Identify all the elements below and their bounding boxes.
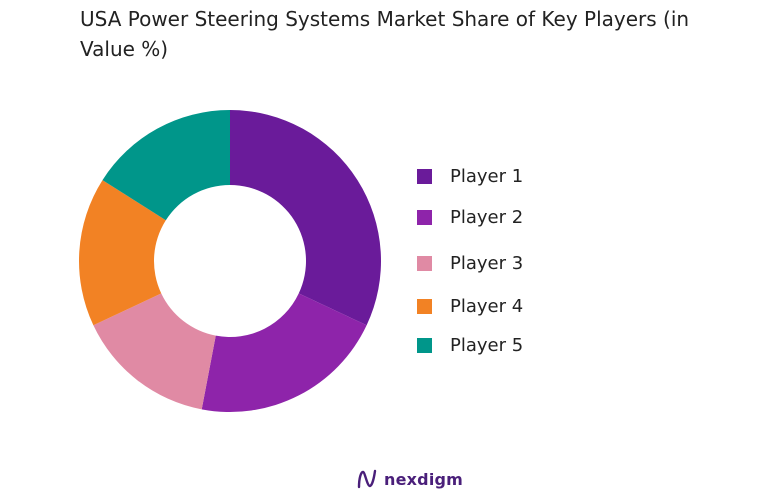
legend-item-player-4: Player 4 bbox=[417, 294, 523, 318]
donut-slice-player-2 bbox=[201, 293, 367, 412]
legend-label-player-1: Player 1 bbox=[450, 165, 524, 187]
legend-label-player-3: Player 3 bbox=[450, 252, 524, 274]
legend-item-player-1: Player 1 bbox=[417, 164, 523, 188]
legend-swatch-player-3 bbox=[417, 255, 432, 271]
legend-label-player-2: Player 2 bbox=[450, 206, 524, 228]
donut-slice-player-3 bbox=[93, 293, 216, 410]
donut-slice-player-1 bbox=[230, 110, 381, 326]
legend-swatch-player-5 bbox=[417, 337, 432, 353]
legend-swatch-player-4 bbox=[417, 298, 432, 314]
legend-swatch-player-1 bbox=[417, 168, 432, 184]
donut-slice-player-4 bbox=[79, 180, 166, 326]
donut-slices bbox=[79, 109, 381, 412]
nexdigm-logo-icon bbox=[357, 469, 377, 489]
legend-swatch-player-2 bbox=[417, 209, 432, 225]
chart-title: USA Power Steering Systems Market Share … bbox=[80, 7, 690, 61]
legend-item-player-5: Player 5 bbox=[417, 333, 523, 357]
legend-item-player-3: Player 3 bbox=[417, 251, 523, 275]
donut-slice-player-5 bbox=[102, 109, 230, 221]
brand-logo: nexdigm bbox=[356, 466, 463, 492]
brand-name: nexdigm bbox=[384, 469, 464, 489]
legend-label-player-5: Player 5 bbox=[450, 334, 524, 356]
legend-label-player-4: Player 4 bbox=[450, 295, 524, 317]
legend-item-player-2: Player 2 bbox=[417, 205, 523, 229]
